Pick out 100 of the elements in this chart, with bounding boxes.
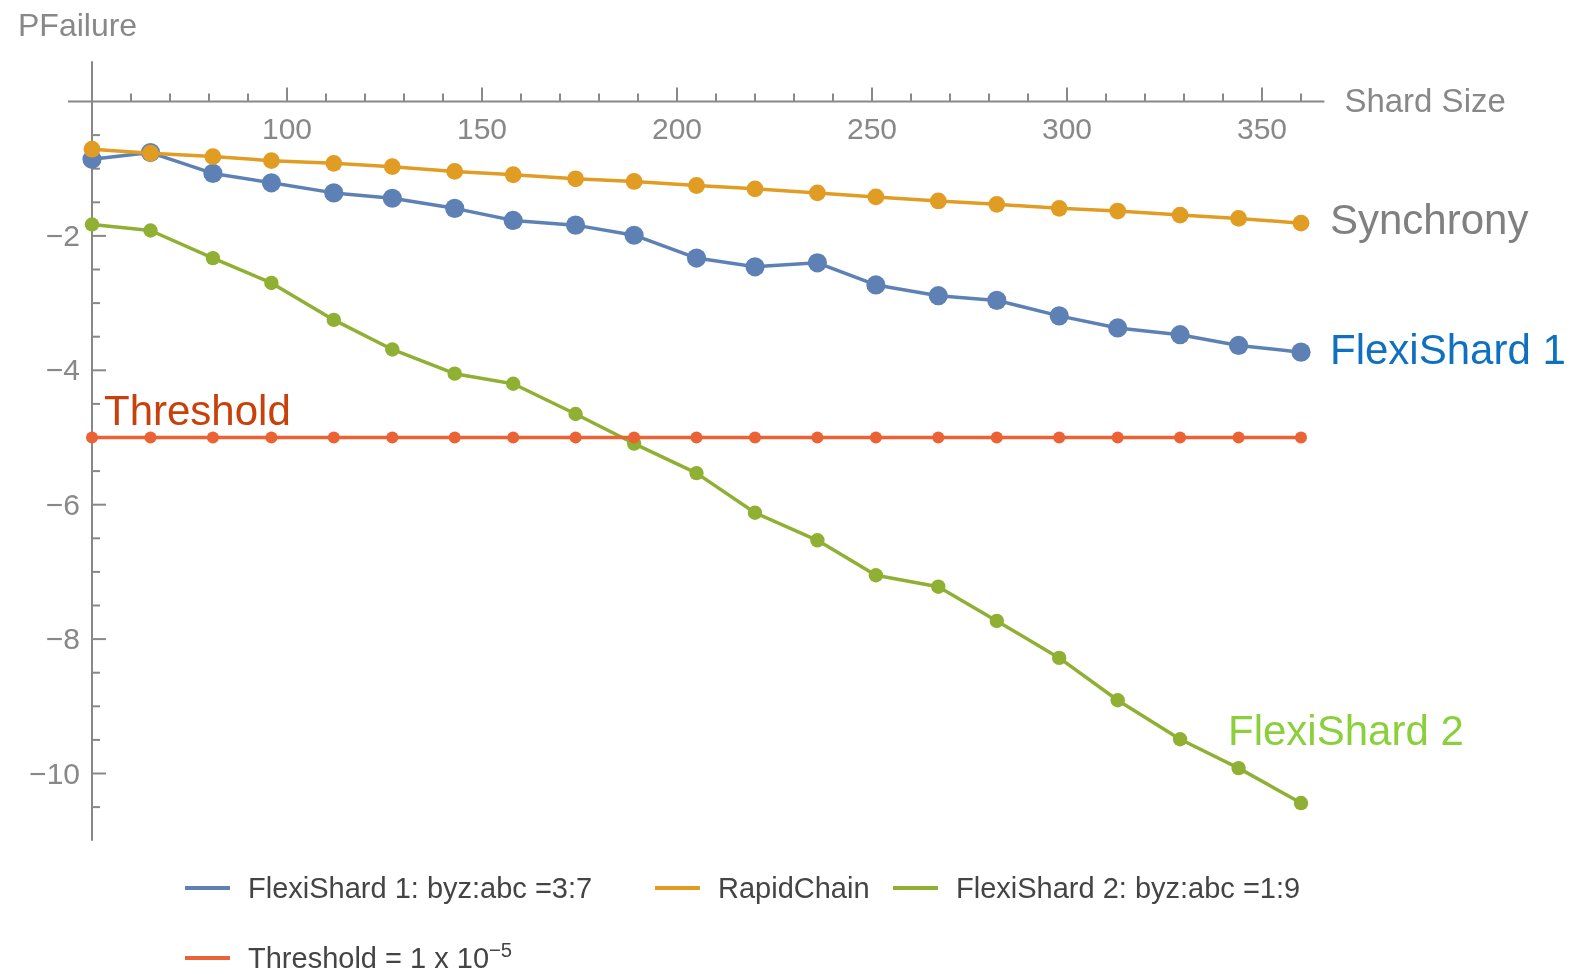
point xyxy=(1174,431,1187,444)
point xyxy=(745,257,765,277)
y-tick-label: −10 xyxy=(29,756,80,790)
point xyxy=(1110,693,1125,708)
y-tick-label: −4 xyxy=(45,353,80,387)
point xyxy=(569,431,582,444)
point xyxy=(807,253,827,273)
point xyxy=(688,177,705,194)
point xyxy=(382,188,402,208)
x-tick-label: 100 xyxy=(261,111,313,145)
point xyxy=(1292,214,1310,232)
point xyxy=(383,158,401,176)
point xyxy=(624,225,644,245)
point xyxy=(327,431,340,444)
legend-label: FlexiShard 1: byz:abc =3:7 xyxy=(248,872,593,904)
point xyxy=(868,568,884,583)
point xyxy=(625,173,643,190)
point xyxy=(144,431,157,444)
point xyxy=(503,210,523,231)
point xyxy=(567,170,584,188)
legend-label: RapidChain xyxy=(718,872,870,904)
y-axis-title: PFailure xyxy=(18,7,138,43)
x-tick-label: 150 xyxy=(456,111,508,145)
point xyxy=(866,275,886,295)
point xyxy=(1111,431,1124,444)
x-tick-label: 250 xyxy=(846,111,898,145)
point xyxy=(447,366,462,381)
point xyxy=(83,140,101,158)
legend-label: Threshold = 1 x 10$^{−5}$ xyxy=(248,939,513,974)
x-tick-label: 200 xyxy=(651,111,703,145)
text: Synchrony xyxy=(1330,196,1529,243)
point xyxy=(928,286,948,306)
point xyxy=(448,431,461,444)
point xyxy=(326,312,341,328)
point xyxy=(504,166,522,184)
point xyxy=(445,198,465,218)
point xyxy=(263,152,280,170)
point xyxy=(143,223,158,238)
point xyxy=(867,188,885,206)
point xyxy=(749,431,761,444)
point xyxy=(1109,202,1127,220)
point xyxy=(86,431,98,444)
point xyxy=(205,250,221,266)
y-tick-label: −6 xyxy=(45,487,80,521)
point xyxy=(386,431,399,444)
point xyxy=(264,275,279,291)
point xyxy=(1050,199,1068,217)
point xyxy=(446,162,464,180)
point xyxy=(261,173,281,193)
point xyxy=(690,431,703,444)
point xyxy=(1229,335,1249,356)
point xyxy=(1293,795,1309,811)
point xyxy=(1231,760,1246,776)
point xyxy=(324,183,344,203)
point xyxy=(628,431,641,444)
point xyxy=(929,192,947,210)
point xyxy=(686,248,707,268)
y-tick-label: −8 xyxy=(45,622,80,656)
point xyxy=(385,342,400,357)
point xyxy=(265,431,278,444)
point xyxy=(1053,431,1066,444)
text: FlexiShard 1 xyxy=(1330,326,1566,373)
point xyxy=(810,533,825,548)
point xyxy=(507,431,520,444)
point xyxy=(990,431,1003,444)
x-axis-title: Shard Size xyxy=(1344,81,1506,119)
point xyxy=(203,163,223,183)
point xyxy=(811,431,824,444)
point xyxy=(747,505,763,520)
point xyxy=(1171,206,1189,224)
point xyxy=(506,376,521,391)
point xyxy=(1049,306,1069,326)
point xyxy=(1291,342,1311,362)
annotation: FlexiShard 2 xyxy=(1228,707,1464,754)
point xyxy=(746,180,764,198)
point xyxy=(1230,210,1247,227)
point xyxy=(204,148,222,165)
point xyxy=(568,406,583,422)
point xyxy=(84,217,100,232)
point xyxy=(1052,650,1067,666)
point xyxy=(988,195,1006,213)
point xyxy=(1295,431,1307,444)
point xyxy=(325,154,343,172)
point xyxy=(1170,325,1190,345)
point xyxy=(932,431,945,444)
legend-label: FlexiShard 2: byz:abc =1:9 xyxy=(956,872,1301,904)
y-tick-label: −2 xyxy=(45,218,80,252)
point xyxy=(931,579,946,594)
point xyxy=(987,290,1007,311)
point xyxy=(1172,732,1188,747)
point xyxy=(206,431,219,444)
point xyxy=(1232,431,1245,444)
point xyxy=(989,613,1004,629)
x-tick-label: 350 xyxy=(1236,111,1288,145)
point xyxy=(566,215,586,235)
point xyxy=(869,431,882,444)
annotation: Threshold xyxy=(104,387,291,434)
point xyxy=(1108,318,1128,338)
x-tick-label: 300 xyxy=(1041,111,1093,145)
point xyxy=(809,184,826,202)
